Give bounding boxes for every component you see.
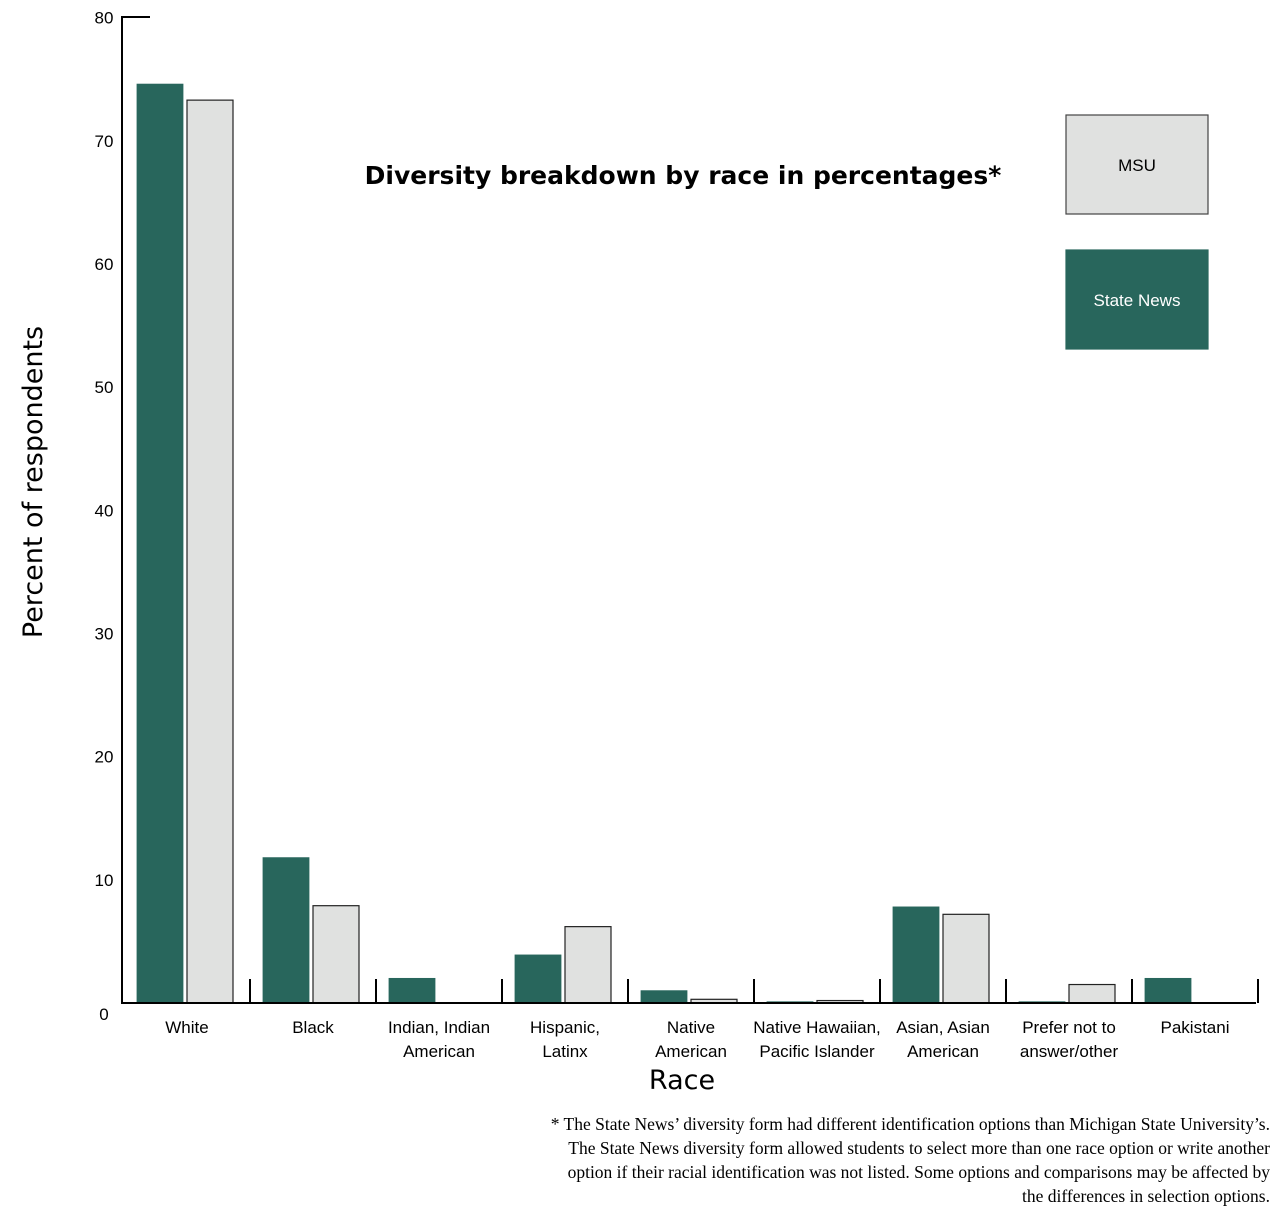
- x-category-label: American: [907, 1042, 979, 1061]
- y-tick-label: 70: [95, 132, 114, 151]
- x-category-label: American: [403, 1042, 475, 1061]
- legend: MSU State News: [1065, 114, 1209, 350]
- x-category-label: Hispanic,: [530, 1018, 600, 1037]
- bar-msu-6: [942, 913, 990, 1004]
- y-tick-labels: 0 10 20 30 40 50 60 70 80: [95, 9, 114, 1024]
- bar-msu-0: [186, 99, 234, 1004]
- footnote-line: option if their racial identification wa…: [567, 1162, 1270, 1182]
- bar-state-news-3: [514, 954, 562, 1004]
- x-category-label: Latinx: [542, 1042, 588, 1061]
- x-category-label: Native: [667, 1018, 715, 1037]
- y-tick-label: 10: [95, 871, 114, 890]
- legend-label: State News: [1094, 291, 1181, 310]
- x-category-label: White: [165, 1018, 208, 1037]
- x-category-label: Native Hawaiian,: [753, 1018, 881, 1037]
- bar-chart: 0 10 20 30 40 50 60 70 80 White Black Indian, Indi…: [18, 9, 1259, 1096]
- legend-label: MSU: [1118, 156, 1156, 175]
- x-axis-title: Race: [649, 1065, 715, 1096]
- y-tick-label: 30: [95, 624, 114, 643]
- legend-swatch-msu: [1065, 114, 1209, 215]
- legend-swatch-state-news: [1065, 249, 1209, 350]
- bar-msu-1: [312, 905, 360, 1004]
- bar-state-news-2: [388, 977, 436, 1004]
- x-category-label: Prefer not to: [1022, 1018, 1116, 1037]
- bar-msu-7: [1068, 983, 1116, 1004]
- x-category-label: Asian, Asian: [896, 1018, 990, 1037]
- y-tick-label: 40: [95, 501, 114, 520]
- bar-state-news-6: [892, 906, 940, 1004]
- chart-title: Diversity breakdown by race in percentag…: [365, 161, 1002, 190]
- y-tick-label: 50: [95, 378, 114, 397]
- footnote-line: * The State News’ diversity form had dif…: [550, 1114, 1270, 1134]
- x-category-label: Pakistani: [1161, 1018, 1230, 1037]
- y-tick-label: 60: [95, 255, 114, 274]
- axes-group: [121, 16, 1259, 1004]
- y-tick-label: 20: [95, 748, 114, 767]
- x-category-label: Pacific Islander: [759, 1042, 875, 1061]
- y-tick-label: 80: [95, 9, 114, 28]
- bar-state-news-4: [640, 990, 688, 1004]
- x-category-label: Indian, Indian: [388, 1018, 490, 1037]
- x-category-label: answer/other: [1020, 1042, 1119, 1061]
- bar-state-news-1: [262, 857, 310, 1004]
- x-category-labels: White Black Indian, Indian American Hispanic…: [165, 1018, 1229, 1061]
- y-tick-label: 0: [99, 1005, 108, 1024]
- x-category-label: American: [655, 1042, 727, 1061]
- footnote-line: The State News diversity form allowed st…: [568, 1138, 1270, 1158]
- footnote-line: the differences in selection options.: [1021, 1186, 1270, 1206]
- bar-state-news-0: [136, 83, 184, 1004]
- footnote: * The State News’ diversity form had dif…: [370, 1112, 1270, 1208]
- bars-group: [136, 83, 1192, 1004]
- bar-state-news-8: [1144, 977, 1192, 1004]
- bar-msu-3: [564, 926, 612, 1004]
- x-category-label: Black: [292, 1018, 334, 1037]
- y-axis-title: Percent of respondents: [18, 326, 49, 638]
